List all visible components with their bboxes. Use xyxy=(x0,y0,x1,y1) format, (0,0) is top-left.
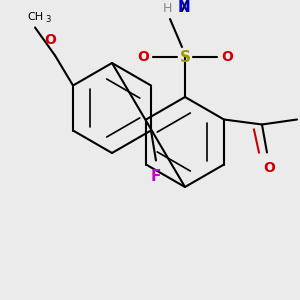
Text: O: O xyxy=(44,34,56,47)
Text: O: O xyxy=(137,50,149,64)
Text: N: N xyxy=(178,0,191,15)
Text: O: O xyxy=(263,160,275,175)
Text: CH: CH xyxy=(27,11,43,22)
Text: 3: 3 xyxy=(45,16,50,25)
Text: F: F xyxy=(151,169,161,184)
Text: H: H xyxy=(163,2,172,15)
Text: S: S xyxy=(179,50,191,64)
Text: O: O xyxy=(221,50,233,64)
